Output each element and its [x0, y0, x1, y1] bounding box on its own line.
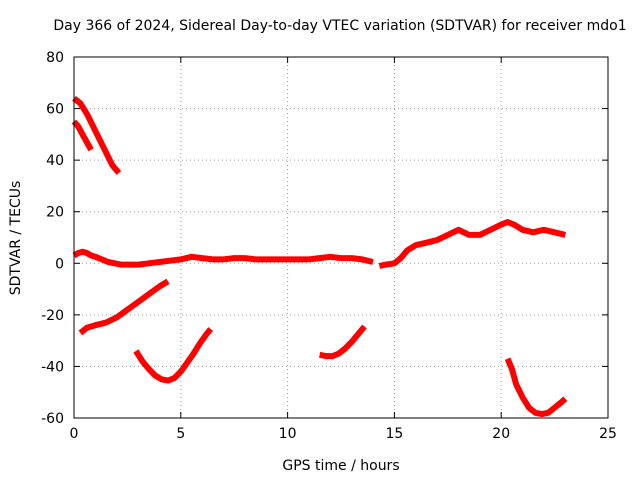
series-arc-7	[319, 324, 367, 360]
y-tick-label: -40	[41, 359, 64, 375]
y-tick-label: 20	[46, 205, 64, 221]
y-tick-label: -60	[41, 411, 64, 427]
y-tick-label: 0	[55, 256, 64, 272]
series-arc-4	[378, 219, 567, 269]
x-tick-label: 20	[492, 426, 510, 442]
y-tick-label: 60	[46, 102, 64, 118]
x-tick-label: 25	[599, 426, 617, 442]
y-tick-label: 40	[46, 153, 64, 169]
x-tick-label: 15	[385, 426, 403, 442]
grid-lines	[74, 57, 608, 418]
series-layer	[71, 95, 568, 418]
plot-frame	[73, 56, 609, 419]
series-arc-5	[78, 278, 170, 336]
y-tick-label: -20	[41, 308, 64, 324]
series-arc-1	[71, 119, 94, 152]
x-axis-label: GPS time / hours	[282, 458, 399, 474]
series-arc-2	[72, 95, 122, 175]
x-tick-label: 10	[279, 426, 297, 442]
y-tick-label: 80	[46, 50, 64, 66]
series-arc-6	[133, 327, 214, 384]
x-tick-label: 0	[70, 426, 79, 442]
y-axis-label: SDTVAR / TECUs	[8, 181, 24, 296]
series-arc-8	[504, 357, 568, 418]
chart-title: Day 366 of 2024, Sidereal Day-to-day VTE…	[53, 18, 626, 34]
axis-ticks: 0 5 10 15 20 25 -60 -40 -20 0 20 40 60 80	[41, 50, 617, 442]
x-tick-label: 5	[176, 426, 185, 442]
series-arc-3	[72, 248, 374, 268]
